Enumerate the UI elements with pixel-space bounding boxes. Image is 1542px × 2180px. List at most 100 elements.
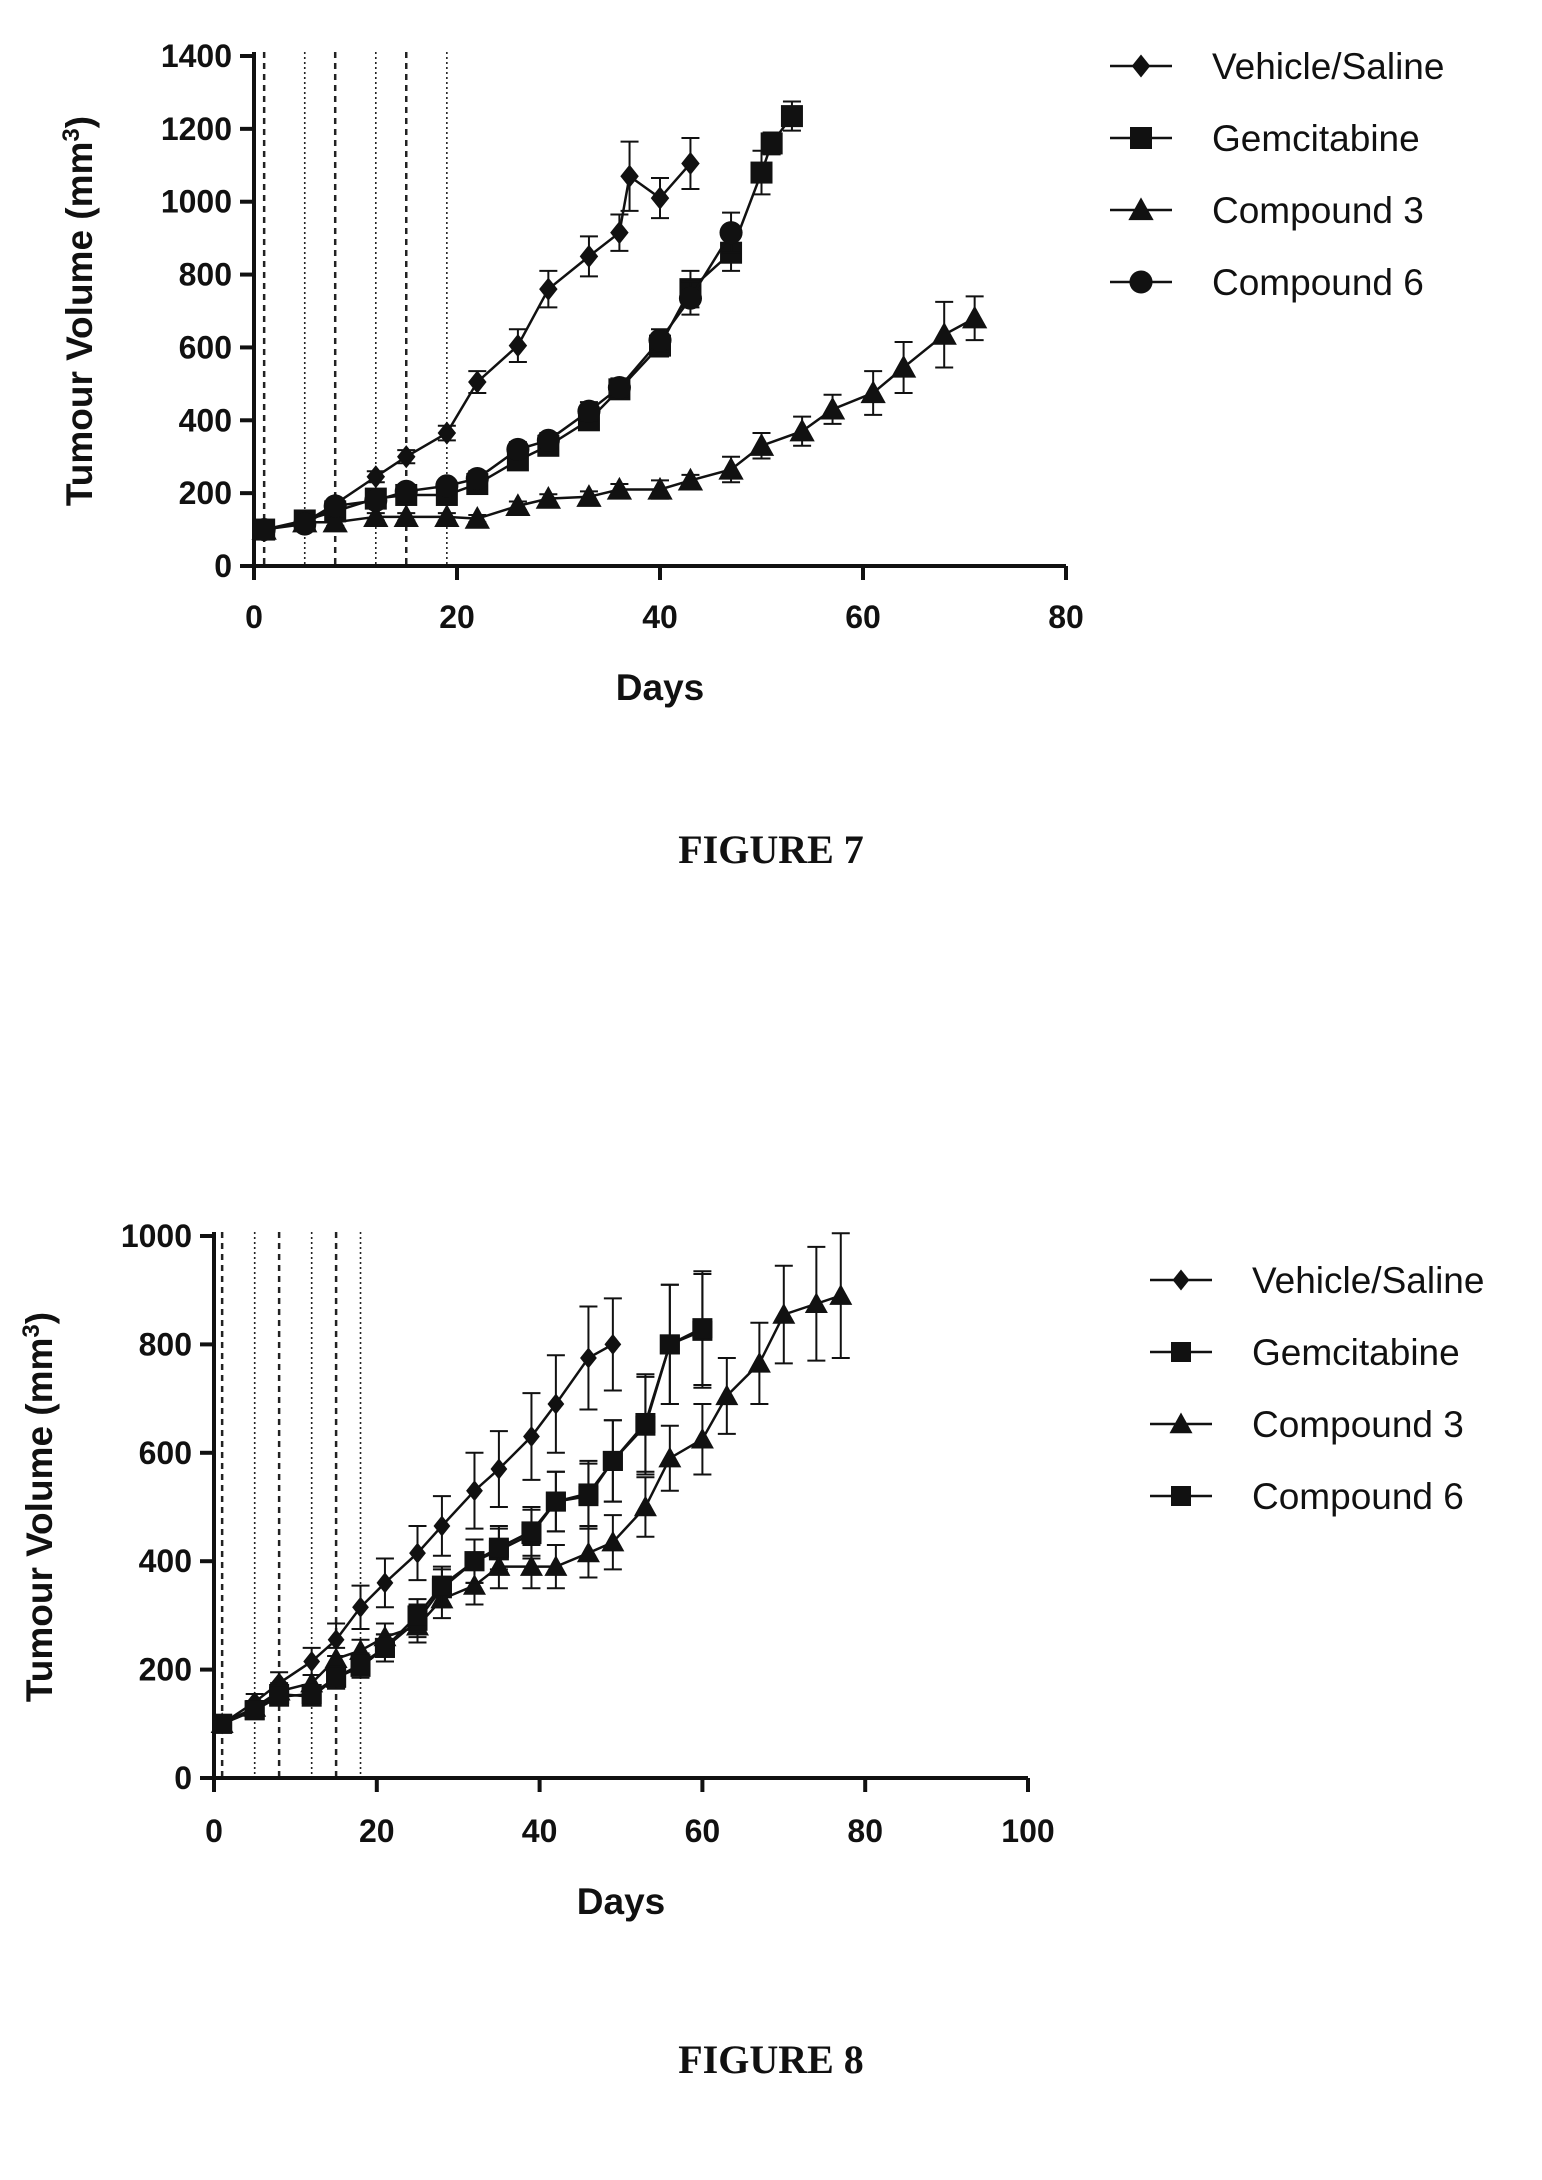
- data-point: [804, 1292, 828, 1313]
- legend-label: Compound 3: [1212, 190, 1424, 231]
- y-tick-label: 0: [174, 1760, 192, 1796]
- x-tick-label: 100: [1001, 1813, 1054, 1849]
- data-point: [252, 518, 276, 542]
- data-point: [772, 1303, 796, 1324]
- data-point: [539, 277, 558, 301]
- data-point: [376, 1572, 394, 1594]
- data-point: [350, 1654, 371, 1675]
- data-point: [490, 1458, 508, 1480]
- data-point: [327, 1629, 345, 1651]
- x-tick-label: 20: [359, 1813, 395, 1849]
- data-point: [322, 509, 348, 533]
- y-tick-label: 800: [179, 257, 232, 293]
- data-point: [519, 1555, 543, 1576]
- x-tick-label: 80: [1048, 599, 1084, 635]
- legend-label: Compound 6: [1212, 262, 1424, 303]
- x-tick-label: 20: [439, 599, 475, 635]
- series-compound-6: [212, 1270, 713, 1734]
- figure-7-chart: 0 200 400 600 800 1000 1200 1400 0 20 40 60 80 Days Tu…: [58, 38, 1445, 708]
- data-point: [576, 484, 602, 507]
- data-point: [659, 1334, 680, 1355]
- data-point: [464, 1551, 485, 1572]
- x-tick-label: 40: [642, 599, 678, 635]
- y-tick-label: 1400: [161, 38, 232, 74]
- data-point: [508, 334, 528, 358]
- data-point: [748, 433, 775, 456]
- data-point: [374, 1637, 395, 1658]
- data-point: [789, 418, 815, 442]
- data-point: [647, 476, 673, 500]
- data-point: [648, 328, 672, 352]
- data-point: [244, 1700, 265, 1721]
- data-point: [658, 1446, 682, 1468]
- data-point: [535, 485, 561, 509]
- data-point: [602, 1450, 623, 1471]
- x-axis-title: Days: [577, 1881, 665, 1922]
- data-point: [604, 1333, 622, 1355]
- y-axis-title: Tumour Volume (mm3): [58, 116, 101, 506]
- data-point: [431, 1575, 452, 1596]
- data-point: [523, 1426, 540, 1448]
- figure-7-caption: FIGURE 7: [678, 827, 864, 872]
- x-tick-label: 80: [847, 1813, 883, 1849]
- data-point: [545, 1491, 566, 1512]
- data-point: [760, 132, 783, 155]
- y-tick-label: 600: [179, 329, 232, 365]
- data-point: [633, 1495, 657, 1517]
- legend-label: Compound 6: [1252, 1476, 1464, 1517]
- data-point: [607, 375, 631, 400]
- data-point: [505, 493, 531, 517]
- legend-marker: [1171, 1486, 1191, 1506]
- data-point: [212, 1713, 233, 1734]
- y-tick-label: 1200: [161, 111, 232, 147]
- data-point: [409, 1542, 426, 1564]
- legend-marker: [1131, 54, 1151, 78]
- data-point: [780, 105, 803, 128]
- data-point: [488, 1537, 509, 1558]
- figure-8-caption: FIGURE 8: [678, 2037, 864, 2082]
- data-point: [397, 445, 416, 469]
- data-point: [466, 1480, 483, 1502]
- legend-label: Compound 3: [1252, 1404, 1464, 1445]
- y-tick-label: 200: [179, 475, 232, 511]
- data-point: [576, 1541, 600, 1563]
- data-point: [620, 164, 639, 188]
- legend-marker: [1172, 1269, 1190, 1291]
- y-tick-label: 400: [179, 402, 232, 438]
- data-point: [677, 467, 704, 491]
- series-compound-6: [252, 211, 743, 542]
- data-point: [578, 1486, 599, 1507]
- x-tick-label: 40: [522, 1813, 558, 1849]
- legend-marker: [1129, 270, 1153, 294]
- data-point: [580, 1347, 597, 1369]
- data-point: [269, 1686, 290, 1707]
- data-point: [579, 244, 599, 268]
- data-point: [437, 421, 457, 445]
- data-point: [931, 322, 957, 345]
- series-line: [221, 1327, 703, 1725]
- y-tick-label: 0: [214, 548, 232, 584]
- data-point: [750, 161, 773, 184]
- data-point: [293, 512, 317, 536]
- x-axis-title: Days: [616, 667, 704, 708]
- data-point: [719, 221, 743, 245]
- data-point: [536, 428, 560, 452]
- data-point: [715, 1384, 739, 1406]
- legend-marker: [1171, 1342, 1191, 1362]
- data-point: [352, 1596, 369, 1618]
- y-tick-label: 600: [139, 1435, 192, 1471]
- legend-label: Gemcitabine: [1212, 118, 1420, 159]
- y-tick-label: 1000: [121, 1218, 192, 1254]
- data-point: [433, 1515, 451, 1537]
- legend-marker: [1169, 1412, 1193, 1434]
- data-point: [610, 221, 629, 245]
- series-vehicle-saline: [213, 1297, 622, 1735]
- series-line: [221, 1329, 703, 1725]
- data-point: [692, 1318, 713, 1339]
- data-point: [601, 1530, 625, 1552]
- legend-label: Vehicle/Saline: [1252, 1260, 1484, 1301]
- figure-8-chart: 0 200 400 600 800 1000 0 20 40 60 80 100 Days Tumour …: [18, 1218, 1485, 1922]
- data-point: [860, 380, 886, 404]
- x-tick-label: 0: [245, 599, 263, 635]
- data-point: [465, 467, 489, 491]
